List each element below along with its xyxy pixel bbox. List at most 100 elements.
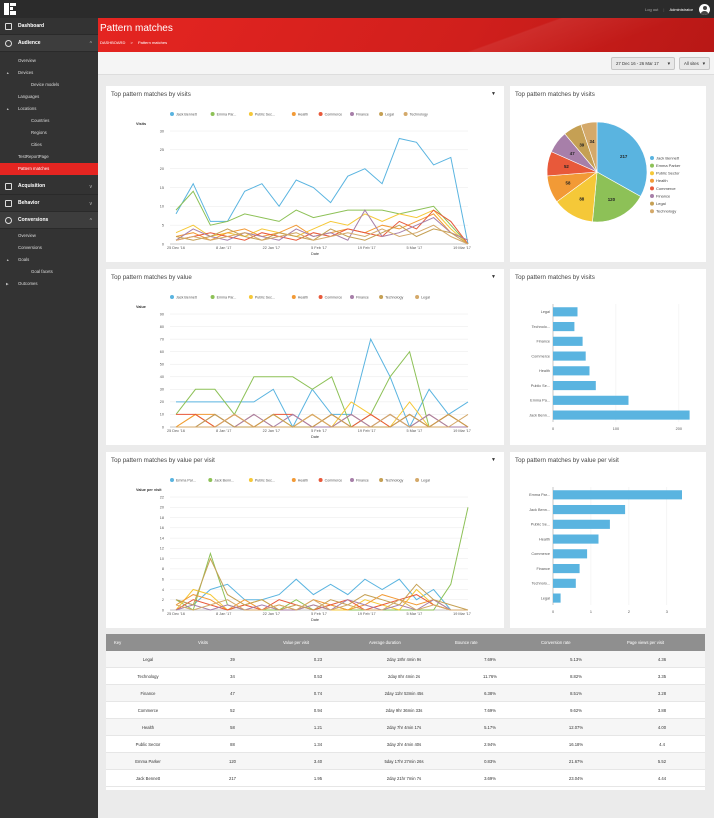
bar-finance [553, 336, 583, 346]
panel-menu-caret-icon[interactable]: ▼ [491, 274, 496, 280]
sidebar-item-locations[interactable]: ▲ Locations [0, 103, 98, 115]
nav-audience[interactable]: Audience ^ [0, 35, 98, 52]
sidebar-item-regions[interactable]: Regions [0, 127, 98, 139]
column-header-page-views-per-visit[interactable]: Page views per visit [627, 640, 665, 645]
table-cell-key: Legal [142, 657, 154, 662]
visits-bar-chart: 0 100 200 Legal Technolo... Finance Commerce He… [529, 304, 690, 431]
pie-data-label: 52 [564, 164, 569, 169]
category-label: Legal [541, 310, 550, 314]
site-dropdown[interactable]: All sites ▼ [679, 57, 710, 70]
bar-jack-benn [553, 410, 690, 420]
sidebar-item-device-models[interactable]: Device models [0, 79, 98, 91]
user-name[interactable]: Administrator [669, 6, 693, 12]
breadcrumb-separator: > [130, 40, 133, 45]
sidebar-item-goal-facets[interactable]: Goal facets [0, 266, 98, 278]
x-tick-label: 3 [666, 610, 668, 614]
category-label: Health [539, 369, 550, 373]
breadcrumb-dashboard[interactable]: DASHBOARD [100, 40, 126, 45]
sidebar-item-languages[interactable]: Languages [0, 91, 98, 103]
x-tick-label: 1 [590, 610, 592, 614]
expand-arrow-icon[interactable]: ▲ [6, 258, 10, 262]
legend-label: Finance [356, 295, 369, 299]
panel-menu-caret-icon[interactable]: ▼ [491, 457, 496, 463]
nav-behavior[interactable]: Behavior v [0, 195, 98, 212]
breadcrumb-current: Pattern matches [137, 40, 168, 45]
category-label: Health [539, 537, 550, 541]
y-tick-label: 15 [160, 186, 164, 190]
column-header-average-duration[interactable]: Average duration [369, 640, 401, 645]
y-tick-label: 10 [160, 205, 164, 209]
table-cell-average-duration: 5day 17hr 27min 26s [384, 759, 424, 764]
column-header-bounce-rate[interactable]: Bounce rate [455, 640, 478, 645]
y-tick-label: 12 [160, 547, 164, 551]
category-label: Emma Pa... [530, 399, 550, 403]
nav-acquisition[interactable]: Acquisition v [0, 178, 98, 195]
table-cell-average-duration: 3day 2hr 4min 40s [386, 742, 422, 747]
category-label: Public Se... [531, 523, 550, 527]
legend-label: Health [298, 295, 308, 299]
vpv-line-chart: Emma Par... Jack Benn... Public Sec... Heal… [136, 478, 471, 622]
table-cell-average-duration: 2day 18hr 4min 9s [386, 657, 422, 662]
date-range-dropdown[interactable]: 27 Dec 16 - 26 Mar 17 ▼ [611, 57, 675, 70]
table-cell-bounce-rate: 0.83% [484, 759, 496, 764]
x-axis-title: Date [311, 435, 319, 439]
y-tick-label: 22 [160, 495, 164, 499]
column-header-visits[interactable]: Visits [198, 640, 208, 645]
sidebar: Dashboard Audience ^ Overview ▲ Devices Dev… [0, 18, 98, 818]
nav-dashboard[interactable]: Dashboard [0, 18, 98, 35]
column-header-key[interactable]: Key [114, 640, 122, 645]
table-cell-bounce-rate: 5.17% [484, 725, 496, 730]
legend-swatch [379, 478, 384, 482]
avatar-icon[interactable] [699, 3, 710, 15]
category-label: Finance [536, 340, 550, 344]
monitor-icon [5, 22, 12, 30]
category-label: Legal [541, 596, 550, 600]
expand-arrow-icon[interactable]: ▲ [6, 107, 10, 111]
panel-menu-caret-icon[interactable]: ▼ [491, 91, 496, 97]
series-line-legal [176, 413, 469, 428]
column-header-value-per-visit[interactable]: Value per visit [283, 640, 309, 645]
table-cell-conversion-rate: 8.51% [570, 691, 582, 696]
vpv-line-panel: Top pattern matches by value per visit ▼… [106, 452, 504, 628]
x-tick-label: 25 Dec '16 [167, 429, 185, 433]
sidebar-item-goals[interactable]: ▲ Goals [0, 254, 98, 266]
expand-arrow-icon[interactable]: ▶ [6, 282, 9, 286]
x-tick-label: 8 Jan '17 [216, 246, 231, 250]
logout-link[interactable]: Log out [645, 6, 659, 12]
bar-legal [553, 307, 578, 317]
legend-swatch [291, 295, 296, 299]
value-line-chart: Jack Bennett Emma Par... Public Sec... Heal… [136, 295, 471, 439]
sidebar-item-countries[interactable]: Countries [0, 115, 98, 127]
sidebar-item-overview[interactable]: Overview [0, 55, 98, 67]
legend-swatch [318, 295, 323, 299]
sidebar-item-cities[interactable]: Cities [0, 139, 98, 151]
bar-technolo [553, 578, 576, 588]
bar-commerce [553, 351, 586, 361]
legend-swatch [650, 178, 654, 183]
legend-swatch [210, 295, 215, 299]
sitefinity-logo-icon[interactable] [4, 3, 16, 15]
table-cell-average-duration: 2day 7hr 4min 17s [386, 725, 422, 730]
expand-arrow-icon[interactable]: ▲ [6, 71, 10, 75]
bar-public-se [553, 519, 610, 529]
sidebar-item-pattern-matches[interactable]: Pattern matches [0, 163, 98, 175]
nav-conversions[interactable]: Conversions ^ [0, 212, 98, 229]
sidebar-item-label: Pattern matches [18, 166, 50, 171]
table-cell-page-views-per-visit: 4.4 [659, 742, 665, 747]
sidebar-item-conversions[interactable]: Conversions [0, 242, 98, 254]
sidebar-item-testreportpage[interactable]: TestReportPage [0, 151, 98, 163]
sidebar-item-devices[interactable]: ▲ Devices [0, 67, 98, 79]
series-line-legal [175, 599, 468, 611]
series-line-public-sec [175, 209, 469, 245]
table-cell-visits: 58 [230, 725, 235, 730]
column-header-conversion-rate[interactable]: Conversion rate [541, 640, 571, 645]
visits-line-chart: Jack Bennett Emma Par... Public Sec... Heal… [136, 112, 471, 256]
panel-title: Top pattern matches by visits [111, 91, 191, 98]
table-cell-visits: 34 [230, 674, 235, 679]
y-tick-label: 5 [162, 223, 164, 227]
sidebar-item-label: Regions [31, 130, 47, 135]
sidebar-item-outcomes[interactable]: ▶ Outcomes [0, 278, 98, 290]
sidebar-item-label: TestReportPage [18, 154, 49, 159]
sidebar-item-overview[interactable]: Overview [0, 230, 98, 242]
pie-data-label: 58 [566, 180, 571, 185]
